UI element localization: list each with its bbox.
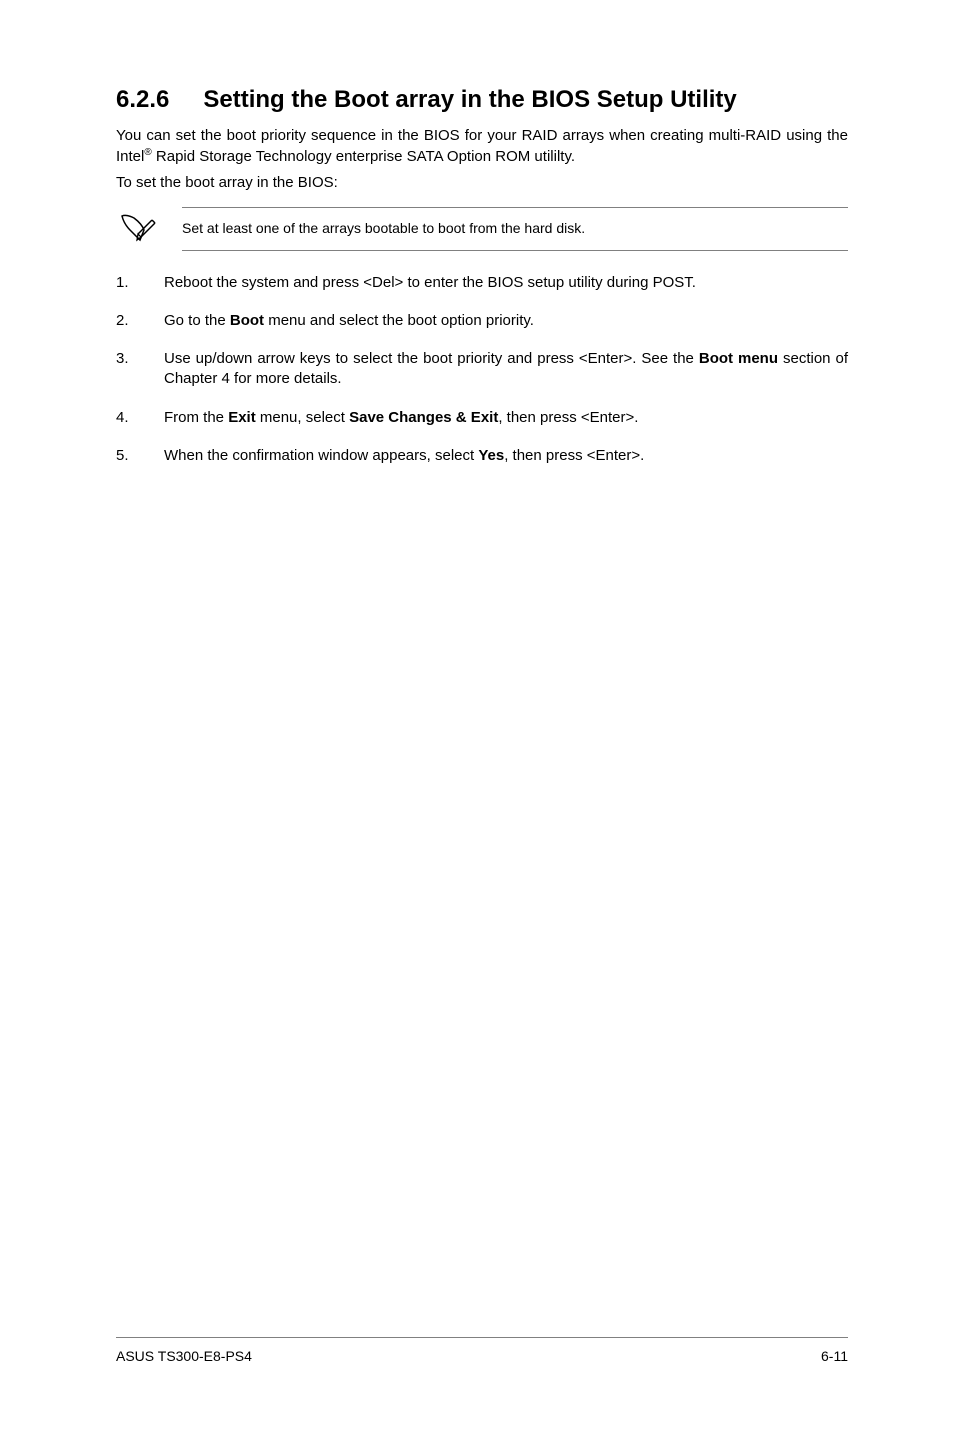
step-text-a: When the confirmation window appears, se… xyxy=(164,447,478,464)
intro-paragraph: You can set the boot priority sequence i… xyxy=(116,126,848,168)
registered-mark: ® xyxy=(144,147,151,158)
step-text-c: , then press <Enter>. xyxy=(504,447,644,464)
step-bold: Boot menu xyxy=(699,350,778,367)
step-bold-2: Save Changes & Exit xyxy=(349,409,498,426)
step-text-a: Use up/down arrow keys to select the boo… xyxy=(164,350,699,367)
note-box: Set at least one of the arrays bootable … xyxy=(116,207,848,251)
note-text-wrap: Set at least one of the arrays bootable … xyxy=(182,207,848,251)
step-text: Reboot the system and press <Del> to ent… xyxy=(164,274,696,291)
footer-right: 6-11 xyxy=(821,1348,848,1364)
heading-number: 6.2.6 xyxy=(116,86,169,114)
step-text-a: From the xyxy=(164,409,228,426)
step-bold: Yes xyxy=(478,447,504,464)
page-container: 6.2.6 Setting the Boot array in the BIOS … xyxy=(0,0,954,1438)
step-4: From the Exit menu, select Save Changes … xyxy=(116,408,848,428)
step-3: Use up/down arrow keys to select the boo… xyxy=(116,349,848,390)
step-text-c: menu and select the boot option priority… xyxy=(264,312,534,329)
footer-left: ASUS TS300-E8-PS4 xyxy=(116,1348,252,1364)
step-text-a: Go to the xyxy=(164,312,230,329)
step-bold: Boot xyxy=(230,312,264,329)
step-1: Reboot the system and press <Del> to ent… xyxy=(116,273,848,293)
steps-list: Reboot the system and press <Del> to ent… xyxy=(116,273,848,467)
step-5: When the confirmation window appears, se… xyxy=(116,446,848,466)
intro-part2: Rapid Storage Technology enterprise SATA… xyxy=(152,148,575,165)
pencil-note-icon xyxy=(116,212,182,246)
section-heading: 6.2.6 Setting the Boot array in the BIOS … xyxy=(116,86,848,114)
step-text-e: , then press <Enter>. xyxy=(498,409,638,426)
heading-title: Setting the Boot array in the BIOS Setup… xyxy=(203,86,736,113)
sub-intro: To set the boot array in the BIOS: xyxy=(116,174,848,191)
step-2: Go to the Boot menu and select the boot … xyxy=(116,311,848,331)
step-text-c: menu, select xyxy=(256,409,349,426)
page-footer: ASUS TS300-E8-PS4 6-11 xyxy=(116,1337,848,1364)
step-bold-1: Exit xyxy=(228,409,256,426)
note-text: Set at least one of the arrays bootable … xyxy=(182,220,585,236)
